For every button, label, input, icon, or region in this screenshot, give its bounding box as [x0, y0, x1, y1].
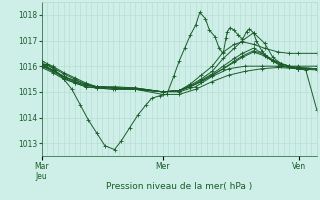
X-axis label: Pression niveau de la mer( hPa ): Pression niveau de la mer( hPa ) — [106, 182, 252, 191]
